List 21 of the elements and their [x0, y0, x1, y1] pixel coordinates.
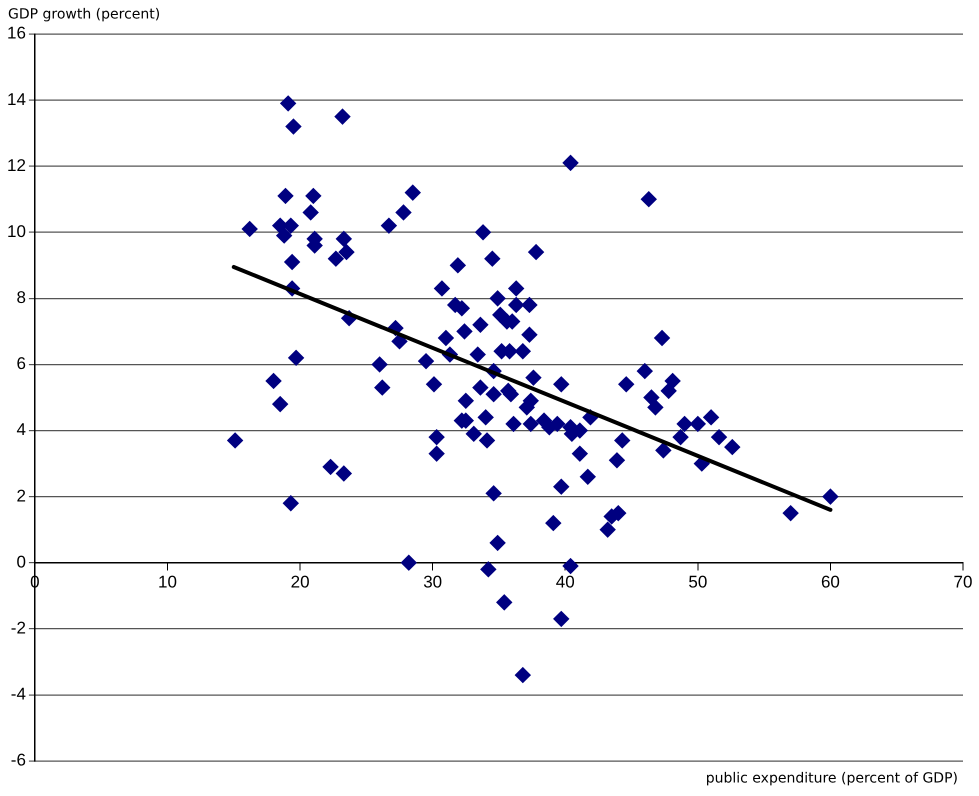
x-tick-label: 30 [423, 572, 442, 592]
x-tick-label: 70 [954, 572, 972, 592]
x-tick-label: 40 [556, 572, 575, 592]
x-tick-label: 20 [290, 572, 310, 592]
y-tick-label: -4 [10, 684, 26, 704]
y-tick-label: -6 [10, 750, 26, 770]
y-tick-label: 12 [6, 156, 26, 175]
y-tick-label: 14 [6, 90, 26, 109]
y-tick-label: 4 [16, 420, 26, 440]
x-tick-label: 50 [688, 572, 708, 592]
y-tick-label: 8 [16, 288, 26, 308]
y-tick-label: 2 [16, 486, 26, 506]
y-tick-label: 0 [16, 552, 26, 572]
y-tick-label: 10 [6, 222, 26, 241]
x-tick-label: 60 [820, 572, 840, 592]
y-axis-title: GDP growth (percent) [8, 6, 160, 23]
x-tick-label: 10 [158, 572, 177, 592]
y-tick-label: 16 [6, 24, 26, 43]
y-tick-label: -2 [10, 618, 26, 638]
y-tick-label: 6 [16, 354, 26, 374]
x-axis-title: public expenditure (percent of GDP) [706, 770, 958, 787]
